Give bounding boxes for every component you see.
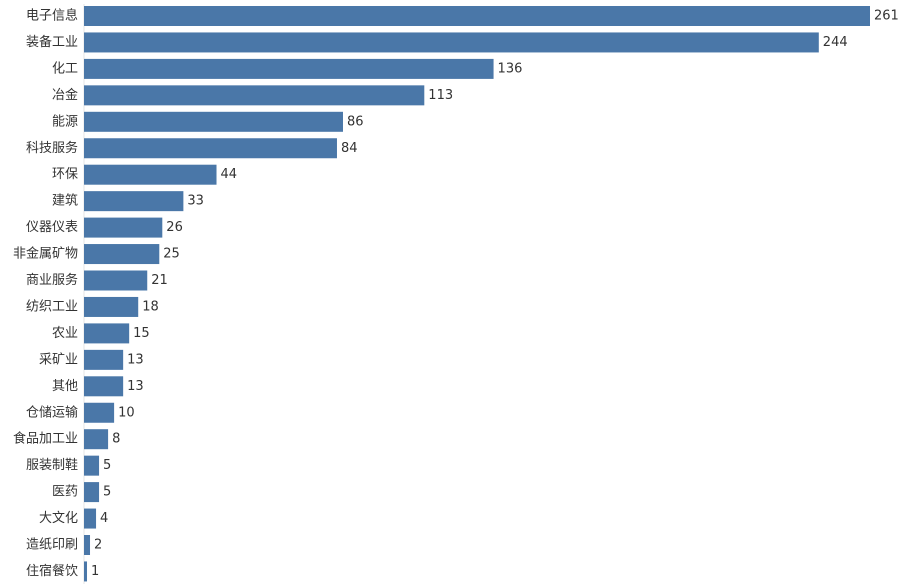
category-label: 食品加工业 [13, 431, 78, 447]
bars-group [84, 6, 870, 582]
category-label: 医药 [52, 485, 78, 500]
bar-15 [84, 402, 115, 423]
value-label: 261 [874, 9, 899, 24]
value-label: 1 [91, 564, 99, 579]
value-label: 2 [94, 538, 102, 553]
value-label: 113 [428, 88, 453, 103]
value-label: 244 [823, 35, 848, 50]
bar-17 [84, 455, 100, 476]
value-label: 25 [163, 247, 180, 262]
category-label: 冶金 [52, 87, 78, 103]
category-label: 大文化 [39, 511, 78, 526]
category-label: 化工 [52, 61, 78, 76]
bar-9 [84, 244, 160, 265]
value-label: 21 [151, 273, 168, 288]
bar-5 [84, 138, 337, 159]
category-label: 服装制鞋 [26, 457, 78, 473]
bar-8 [84, 217, 163, 238]
value-labels-group: 2612441361138684443326252118151313108554… [91, 9, 899, 579]
category-label: 农业 [52, 326, 78, 341]
bar-14 [84, 376, 124, 397]
value-label: 33 [187, 194, 204, 209]
value-label: 136 [498, 61, 523, 76]
category-label: 仪器仪表 [26, 220, 78, 235]
category-label: 建筑 [52, 193, 78, 209]
bar-10 [84, 270, 148, 291]
bar-21 [84, 561, 88, 582]
category-label: 住宿餐饮 [26, 563, 78, 579]
category-label: 仓储运输 [26, 404, 78, 420]
bar-16 [84, 429, 109, 450]
bar-0 [84, 6, 870, 26]
bar-4 [84, 111, 343, 132]
bar-19 [84, 508, 97, 529]
bar-6 [84, 164, 217, 185]
bar-20 [84, 535, 91, 555]
value-label: 84 [341, 141, 358, 156]
bar-18 [84, 482, 100, 503]
category-label: 非金属矿物 [13, 246, 78, 262]
category-label: 能源 [52, 114, 78, 129]
value-label: 15 [133, 326, 150, 341]
value-label: 18 [142, 299, 159, 314]
category-label: 科技服务 [26, 140, 78, 156]
category-label: 商业服务 [26, 272, 78, 288]
bar-13 [84, 349, 124, 370]
category-labels-group: 电子信息装备工业化工冶金能源科技服务环保建筑仪器仪表非金属矿物商业服务纺织工业农… [13, 8, 78, 579]
category-label: 纺织工业 [26, 299, 78, 314]
category-label: 装备工业 [26, 34, 78, 50]
bar-2 [84, 58, 494, 79]
value-label: 13 [127, 379, 144, 394]
category-label: 采矿业 [39, 352, 78, 367]
bar-1 [84, 32, 819, 53]
category-label: 电子信息 [26, 8, 78, 24]
category-label: 其他 [52, 379, 78, 394]
value-label: 26 [166, 220, 183, 235]
value-label: 5 [103, 485, 111, 500]
value-label: 44 [221, 167, 238, 182]
value-label: 8 [112, 432, 120, 447]
value-label: 13 [127, 352, 144, 367]
category-label: 环保 [52, 167, 78, 182]
value-label: 4 [100, 511, 108, 526]
bar-11 [84, 296, 139, 317]
bar-7 [84, 191, 184, 212]
category-label: 造纸印刷 [26, 538, 78, 553]
value-label: 5 [103, 458, 111, 473]
value-label: 10 [118, 405, 135, 420]
value-label: 86 [347, 114, 364, 129]
bar-3 [84, 85, 425, 106]
bar-12 [84, 323, 130, 344]
